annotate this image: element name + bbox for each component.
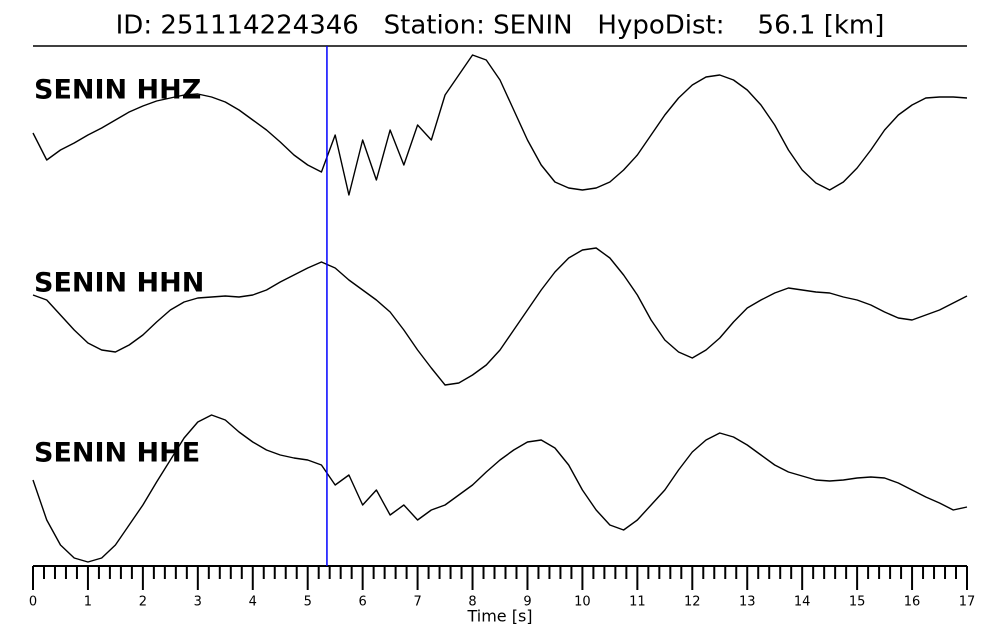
trace-label: SENIN HHE: [34, 438, 200, 469]
trace-label: SENIN HHN: [34, 268, 204, 299]
x-tick-label: 2: [139, 595, 147, 610]
x-tick-label: 16: [904, 595, 921, 610]
trace-label: SENIN HHZ: [34, 75, 201, 106]
x-tick-label: 11: [629, 595, 646, 610]
waveform: [32, 247, 968, 386]
x-tick-label: 9: [523, 595, 531, 610]
x-tick-label: 14: [794, 595, 811, 610]
x-tick-label: 1: [84, 595, 92, 610]
x-tick-label: 10: [574, 595, 591, 610]
waveform: [32, 54, 968, 196]
waveform: [32, 414, 968, 563]
x-tick-label: 13: [739, 595, 756, 610]
x-tick-label: 8: [468, 595, 476, 610]
chart-title: ID: 251114224346 Station: SENIN HypoDist…: [116, 11, 885, 41]
x-tick-label: 12: [684, 595, 701, 610]
x-tick-label: 0: [29, 595, 37, 610]
x-tick-label: 5: [304, 595, 312, 610]
x-tick-label: 6: [359, 595, 367, 610]
x-axis-label: Time [s]: [466, 607, 532, 626]
x-tick-label: 15: [849, 595, 866, 610]
x-tick-label: 7: [413, 595, 421, 610]
x-tick-label: 4: [249, 595, 257, 610]
x-tick-label: 3: [194, 595, 202, 610]
x-tick-label: 17: [959, 595, 976, 610]
